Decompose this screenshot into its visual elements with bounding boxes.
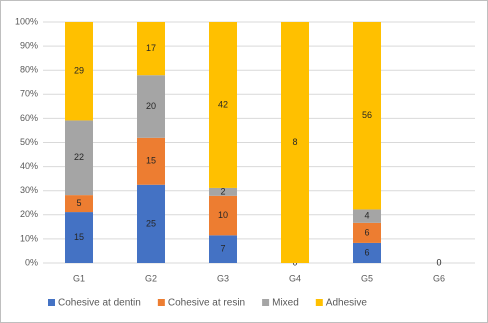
x-tick-label: G3 [217,273,229,283]
x-tick-label: G6 [433,273,445,283]
bar-segment [65,120,93,196]
data-label: 5 [76,198,81,208]
bar-segment [209,195,237,236]
data-label: 2 [220,186,225,196]
y-tick-label: 0% [25,257,38,267]
data-label: 22 [74,152,84,162]
bar-segment [353,209,381,223]
x-tick-label: G2 [145,273,157,283]
bar-segment [353,222,381,243]
data-label: 25 [146,218,156,228]
bar-segment [137,22,165,76]
legend-swatch [262,299,270,306]
bar-segment [137,137,165,185]
bar-segment [65,195,93,213]
data-label: 8 [292,137,297,147]
bar-segment [353,22,381,210]
x-tick-label: G4 [289,273,301,283]
bar-segment [65,22,93,121]
y-tick-label: 70% [20,89,38,99]
data-label: 10 [218,210,228,220]
bar-segment [209,235,237,263]
x-tick-label: G5 [361,273,373,283]
data-label: 20 [146,101,156,111]
data-label: 56 [362,110,372,120]
legend-label: Cohesive at resin [168,298,245,309]
y-tick-label: 90% [20,40,38,50]
data-label: 15 [74,232,84,242]
data-label: 7 [220,244,225,254]
bar-segment [137,75,165,138]
legend-label: Adhesive [326,298,368,309]
bar-segment [353,242,381,263]
legend-swatch [315,299,323,306]
y-tick-label: 10% [20,233,38,243]
bar-segment [209,22,237,188]
data-label: 29 [74,66,84,76]
x-tick-label: G1 [73,273,85,283]
data-label: 0 [436,257,441,267]
bar-segment [137,184,165,263]
y-tick-label: 30% [20,185,38,195]
y-tick-label: 50% [20,137,38,147]
legend-label: Mixed [272,298,299,309]
bar-segment [209,187,237,196]
legend-label: Cohesive at dentin [58,298,141,309]
bar-segment [65,212,93,263]
data-label: 17 [146,43,156,53]
bar-segment [281,22,309,263]
data-label: 42 [218,99,228,109]
data-label: 6 [364,247,369,257]
legend-swatch [157,299,165,306]
legend-swatch [48,299,55,306]
data-label: 15 [146,156,156,166]
y-tick-label: 100% [15,16,38,26]
y-tick-label: 20% [20,209,38,219]
y-tick-label: 60% [20,113,38,123]
y-tick-label: 80% [20,65,38,75]
data-label: 4 [364,211,369,221]
data-label: 6 [364,227,369,237]
y-tick-label: 40% [20,161,38,171]
